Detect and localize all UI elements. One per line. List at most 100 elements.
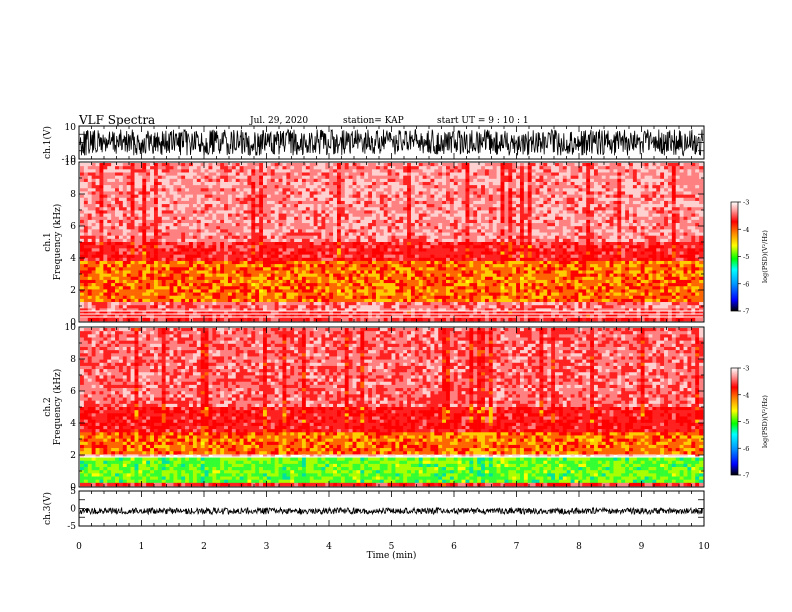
ch1-spectrogram-cell xyxy=(325,305,330,309)
ch1-spectrogram-cell xyxy=(340,245,346,249)
ch1-spectrogram-cell xyxy=(247,302,252,306)
ch1-spectrogram-cell xyxy=(118,248,124,252)
ch1-spectrogram-cell xyxy=(422,286,427,290)
ch1-spectrogram-cell xyxy=(410,204,416,208)
ch1-spectrogram-cell xyxy=(286,305,291,309)
ch1-spectrogram-cell xyxy=(134,163,139,167)
ch1-spectrogram-cell xyxy=(150,317,155,322)
ch1-spectrogram-cell xyxy=(87,238,92,243)
ch1-spectrogram-cell xyxy=(309,207,314,211)
ch1-spectrogram-cell xyxy=(321,200,326,205)
ch1-spectrogram-cell xyxy=(294,169,299,173)
ch1-spectrogram-cell xyxy=(126,238,131,243)
ch1-spectrogram-cell xyxy=(368,194,373,199)
ch1-spectrogram-cell xyxy=(91,169,96,173)
ch1-spectrogram-cell xyxy=(446,286,451,290)
ch1-spectrogram-cell xyxy=(83,270,89,274)
ch1-spectrogram-cell xyxy=(83,216,89,221)
ch1-spectrogram-cell xyxy=(434,264,439,268)
ch1-spectrogram-cell xyxy=(305,286,311,290)
ch1-spectrogram-cell xyxy=(91,286,96,290)
ch1-spectrogram-cell xyxy=(173,257,178,262)
ch1-spectrogram-cell xyxy=(111,267,116,271)
ch1-spectrogram-cell xyxy=(344,172,349,176)
ch1-spectrogram-cell xyxy=(379,185,385,189)
ch1-spectrogram-cell xyxy=(255,185,260,189)
ch1-spectrogram-cell xyxy=(91,235,96,240)
ch1-spectrogram-cell xyxy=(173,267,178,271)
ch1-spectrogram-cell xyxy=(453,276,458,281)
ch1-spectrogram-cell xyxy=(360,191,365,195)
ch1-spectrogram-cell xyxy=(235,178,240,183)
ch1-spectrogram-cell xyxy=(407,210,412,214)
ch1-spectrogram-cell xyxy=(153,264,159,268)
ch1-spectrogram-cell xyxy=(259,235,264,240)
ch1-spectrogram-cell xyxy=(453,314,458,319)
ch1-spectrogram-cell xyxy=(126,257,131,262)
ch1-spectrogram-cell xyxy=(266,254,272,259)
ch1-spectrogram-cell xyxy=(282,194,287,199)
ch1-spectrogram-cell xyxy=(150,238,155,243)
ch1-spectrogram-cell xyxy=(263,178,268,183)
ch1-spectrogram-cell xyxy=(122,270,128,274)
ch1-spectrogram-cell xyxy=(352,163,357,167)
ch1-spectrogram-cell xyxy=(83,181,89,186)
ch1-spectrogram-cell xyxy=(430,181,435,186)
ch1-spectrogram-cell xyxy=(414,283,420,287)
ch1-spectrogram-cell xyxy=(298,204,303,208)
ch1-spectrogram-cell xyxy=(259,216,264,221)
ch1-spectrogram-cell xyxy=(216,200,221,205)
ch1-spectrogram-cell xyxy=(461,279,466,284)
ch1-spectrogram-cell xyxy=(122,248,128,252)
ch1-spectrogram-cell xyxy=(294,276,299,281)
ch1-spectrogram-cell xyxy=(212,308,217,312)
ch1-spectrogram-cell xyxy=(142,289,147,293)
ch1-spectrogram-cell xyxy=(309,245,314,249)
ch1-spectrogram-cell xyxy=(270,178,275,183)
ch1-spectrogram-cell xyxy=(91,267,96,271)
ch1-spectrogram-cell xyxy=(196,197,201,202)
ch1-spectrogram-cell xyxy=(165,308,170,312)
ch1-spectrogram-cell xyxy=(266,223,272,227)
ch1-spectrogram-cell xyxy=(161,286,166,290)
ch1-spectrogram-cell xyxy=(298,172,303,176)
ch1-spectrogram-cell xyxy=(434,248,439,252)
ch1-spectrogram-cell xyxy=(286,197,291,202)
ch1-spectrogram-cell xyxy=(224,216,229,221)
ch1-spectrogram-cell xyxy=(329,267,334,271)
ch1-spectrogram-cell xyxy=(449,264,455,268)
ch1-spectrogram-cell xyxy=(387,267,392,271)
ch1-spectrogram-cell xyxy=(251,270,256,274)
ch1-spectrogram-cell xyxy=(282,242,287,246)
ch1-spectrogram-cell xyxy=(387,204,392,208)
ch1-spectrogram-cell xyxy=(313,204,318,208)
ch1-spectrogram-cell xyxy=(399,169,404,173)
ch1-spectrogram-cell xyxy=(157,273,163,278)
ch1-spectrogram-cell xyxy=(313,292,318,297)
ch1-spectrogram-cell xyxy=(321,229,326,233)
ch1-spectrogram-cell xyxy=(196,188,201,192)
ch1-spectrogram-cell xyxy=(438,242,443,246)
ch1-spectrogram-cell xyxy=(266,181,272,186)
ch1-spectrogram-cell xyxy=(134,169,139,173)
ch1-spectrogram-cell xyxy=(282,169,287,173)
ch1-spectrogram-cell xyxy=(192,175,198,180)
ch1-spectrogram-cell xyxy=(200,238,205,243)
ch1-spectrogram-cell xyxy=(403,305,408,309)
ch1-spectrogram-cell xyxy=(95,295,100,300)
ch1-spectrogram-cell xyxy=(153,200,159,205)
ch1-spectrogram-cell xyxy=(142,226,147,230)
ch1-spectrogram-cell xyxy=(274,194,279,199)
ch1-spectrogram-cell xyxy=(142,232,147,236)
ch1-spectrogram-cell xyxy=(321,235,326,240)
ch1-spectrogram-cell xyxy=(80,283,85,287)
ch1-spectrogram-cell xyxy=(189,248,194,252)
ch1-spectrogram-cell xyxy=(235,188,240,192)
ch1-spectrogram-cell xyxy=(294,216,299,221)
ch1-spectrogram-cell xyxy=(169,194,174,199)
ch1-spectrogram-cell xyxy=(157,216,163,221)
ch1-spectrogram-cell xyxy=(383,235,388,240)
ch1-spectrogram-cell xyxy=(243,242,248,246)
ch1-spectrogram-cell xyxy=(430,270,435,274)
ch1-spectrogram-cell xyxy=(333,204,338,208)
